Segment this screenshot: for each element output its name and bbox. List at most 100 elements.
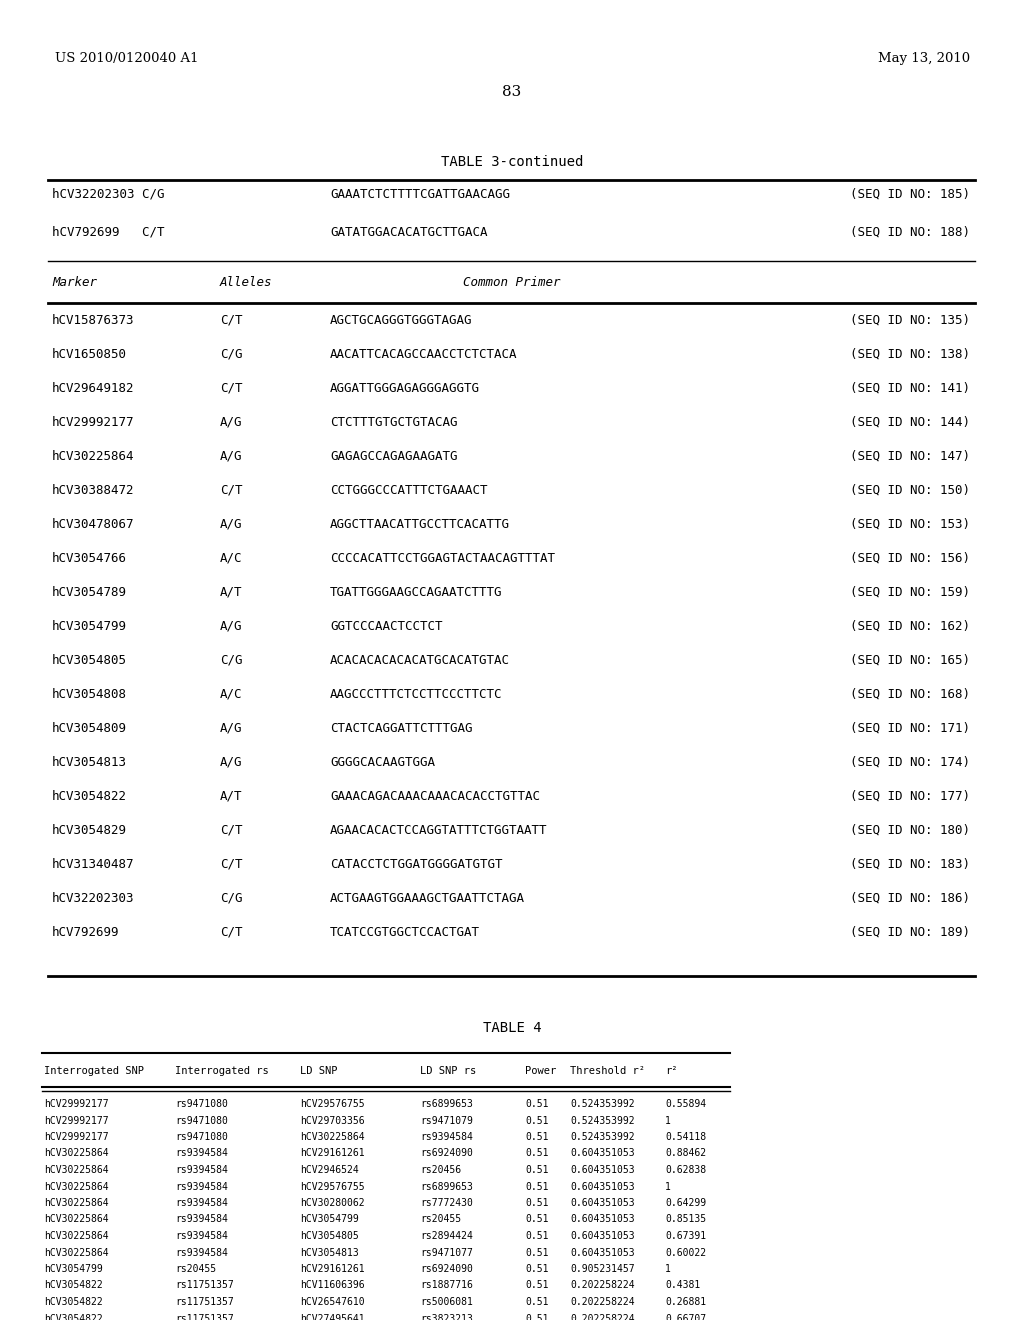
Text: GGTCCCAACTCCTCT: GGTCCCAACTCCTCT: [330, 619, 442, 632]
Text: rs9471080: rs9471080: [175, 1133, 228, 1142]
Text: hCV30225864: hCV30225864: [44, 1166, 109, 1175]
Text: 0.51: 0.51: [525, 1199, 549, 1208]
Text: TGATTGGGAAGCCAGAATCTTTG: TGATTGGGAAGCCAGAATCTTTG: [330, 586, 503, 598]
Text: rs20455: rs20455: [420, 1214, 461, 1225]
Text: hCV31340487: hCV31340487: [52, 858, 134, 870]
Text: 0.60022: 0.60022: [665, 1247, 707, 1258]
Text: 0.51: 0.51: [525, 1166, 549, 1175]
Text: hCV792699: hCV792699: [52, 925, 120, 939]
Text: 0.51: 0.51: [525, 1115, 549, 1126]
Text: (SEQ ID NO: 171): (SEQ ID NO: 171): [850, 722, 970, 734]
Text: 0.51: 0.51: [525, 1265, 549, 1274]
Text: rs9394584: rs9394584: [175, 1199, 228, 1208]
Text: CATACCTCTGGATGGGGATGTGT: CATACCTCTGGATGGGGATGTGT: [330, 858, 503, 870]
Text: hCV11606396: hCV11606396: [300, 1280, 365, 1291]
Text: LD SNP: LD SNP: [300, 1067, 338, 1076]
Text: hCV3054822: hCV3054822: [44, 1313, 102, 1320]
Text: hCV29576755: hCV29576755: [300, 1181, 365, 1192]
Text: US 2010/0120040 A1: US 2010/0120040 A1: [55, 51, 199, 65]
Text: GAAACAGACAAACAAACACACCTGTTAC: GAAACAGACAAACAAACACACCTGTTAC: [330, 789, 540, 803]
Text: 0.4381: 0.4381: [665, 1280, 700, 1291]
Text: 0.64299: 0.64299: [665, 1199, 707, 1208]
Text: hCV3054808: hCV3054808: [52, 688, 127, 701]
Text: rs9394584: rs9394584: [175, 1232, 228, 1241]
Text: 1: 1: [665, 1265, 671, 1274]
Text: GAGAGCCAGAGAAGATG: GAGAGCCAGAGAAGATG: [330, 450, 458, 462]
Text: TCATCCGTGGCTCCACTGAT: TCATCCGTGGCTCCACTGAT: [330, 925, 480, 939]
Text: hCV3054813: hCV3054813: [300, 1247, 358, 1258]
Text: hCV30225864: hCV30225864: [44, 1181, 109, 1192]
Text: hCV29992177: hCV29992177: [44, 1115, 109, 1126]
Text: C/T: C/T: [220, 925, 243, 939]
Text: Common Primer: Common Primer: [463, 276, 561, 289]
Text: hCV29576755: hCV29576755: [300, 1100, 365, 1109]
Text: C/G: C/G: [220, 653, 243, 667]
Text: (SEQ ID NO: 183): (SEQ ID NO: 183): [850, 858, 970, 870]
Text: hCV29992177: hCV29992177: [44, 1133, 109, 1142]
Text: hCV30225864: hCV30225864: [44, 1214, 109, 1225]
Text: hCV26547610: hCV26547610: [300, 1298, 365, 1307]
Text: 0.51: 0.51: [525, 1214, 549, 1225]
Text: hCV15876373: hCV15876373: [52, 314, 134, 326]
Text: hCV2946524: hCV2946524: [300, 1166, 358, 1175]
Text: C/G: C/G: [220, 347, 243, 360]
Text: A/G: A/G: [220, 416, 243, 429]
Text: rs6899653: rs6899653: [420, 1181, 473, 1192]
Text: CCCCACATTCCTGGAGTACTAACAGTTTAT: CCCCACATTCCTGGAGTACTAACAGTTTAT: [330, 552, 555, 565]
Text: (SEQ ID NO: 141): (SEQ ID NO: 141): [850, 381, 970, 395]
Text: hCV30280062: hCV30280062: [300, 1199, 365, 1208]
Text: rs9394584: rs9394584: [175, 1247, 228, 1258]
Text: hCV3054822: hCV3054822: [44, 1280, 102, 1291]
Text: hCV792699   C/T: hCV792699 C/T: [52, 226, 165, 239]
Text: 0.51: 0.51: [525, 1232, 549, 1241]
Text: rs9394584: rs9394584: [175, 1166, 228, 1175]
Text: 0.604351053: 0.604351053: [570, 1247, 635, 1258]
Text: C/T: C/T: [220, 824, 243, 837]
Text: A/T: A/T: [220, 586, 243, 598]
Text: 1: 1: [665, 1181, 671, 1192]
Text: 0.51: 0.51: [525, 1100, 549, 1109]
Text: hCV3054813: hCV3054813: [52, 755, 127, 768]
Text: hCV30225864: hCV30225864: [52, 450, 134, 462]
Text: 0.51: 0.51: [525, 1181, 549, 1192]
Text: 0.88462: 0.88462: [665, 1148, 707, 1159]
Text: (SEQ ID NO: 168): (SEQ ID NO: 168): [850, 688, 970, 701]
Text: AGGATTGGGAGAGGGAGGTG: AGGATTGGGAGAGGGAGGTG: [330, 381, 480, 395]
Text: rs11751357: rs11751357: [175, 1313, 233, 1320]
Text: A/G: A/G: [220, 722, 243, 734]
Text: hCV3054822: hCV3054822: [52, 789, 127, 803]
Text: hCV29703356: hCV29703356: [300, 1115, 365, 1126]
Text: (SEQ ID NO: 150): (SEQ ID NO: 150): [850, 483, 970, 496]
Text: rs5006081: rs5006081: [420, 1298, 473, 1307]
Text: hCV30388472: hCV30388472: [52, 483, 134, 496]
Text: AGAACACACTCCAGGTATTTCTGGTAATT: AGAACACACTCCAGGTATTTCTGGTAATT: [330, 824, 548, 837]
Text: 83: 83: [503, 84, 521, 99]
Text: rs9394584: rs9394584: [175, 1181, 228, 1192]
Text: (SEQ ID NO: 186): (SEQ ID NO: 186): [850, 891, 970, 904]
Text: A/C: A/C: [220, 552, 243, 565]
Text: (SEQ ID NO: 165): (SEQ ID NO: 165): [850, 653, 970, 667]
Text: CCTGGGCCCATTTCTGAAACT: CCTGGGCCCATTTCTGAAACT: [330, 483, 487, 496]
Text: Interrogated SNP: Interrogated SNP: [44, 1067, 144, 1076]
Text: rs9471080: rs9471080: [175, 1100, 228, 1109]
Text: 0.202258224: 0.202258224: [570, 1280, 635, 1291]
Text: AGCTGCAGGGTGGGTAGAG: AGCTGCAGGGTGGGTAGAG: [330, 314, 472, 326]
Text: Interrogated rs: Interrogated rs: [175, 1067, 268, 1076]
Text: 0.604351053: 0.604351053: [570, 1148, 635, 1159]
Text: (SEQ ID NO: 180): (SEQ ID NO: 180): [850, 824, 970, 837]
Text: 1: 1: [665, 1115, 671, 1126]
Text: C/T: C/T: [220, 483, 243, 496]
Text: hCV27495641: hCV27495641: [300, 1313, 365, 1320]
Text: rs11751357: rs11751357: [175, 1298, 233, 1307]
Text: hCV30225864: hCV30225864: [44, 1247, 109, 1258]
Text: rs1887716: rs1887716: [420, 1280, 473, 1291]
Text: GGGGCACAAGTGGA: GGGGCACAAGTGGA: [330, 755, 435, 768]
Text: rs9394584: rs9394584: [420, 1133, 473, 1142]
Text: rs9471080: rs9471080: [175, 1115, 228, 1126]
Text: hCV3054799: hCV3054799: [300, 1214, 358, 1225]
Text: hCV29992177: hCV29992177: [44, 1100, 109, 1109]
Text: 0.524353992: 0.524353992: [570, 1133, 635, 1142]
Text: TABLE 4: TABLE 4: [482, 1020, 542, 1035]
Text: 0.55894: 0.55894: [665, 1100, 707, 1109]
Text: A/T: A/T: [220, 789, 243, 803]
